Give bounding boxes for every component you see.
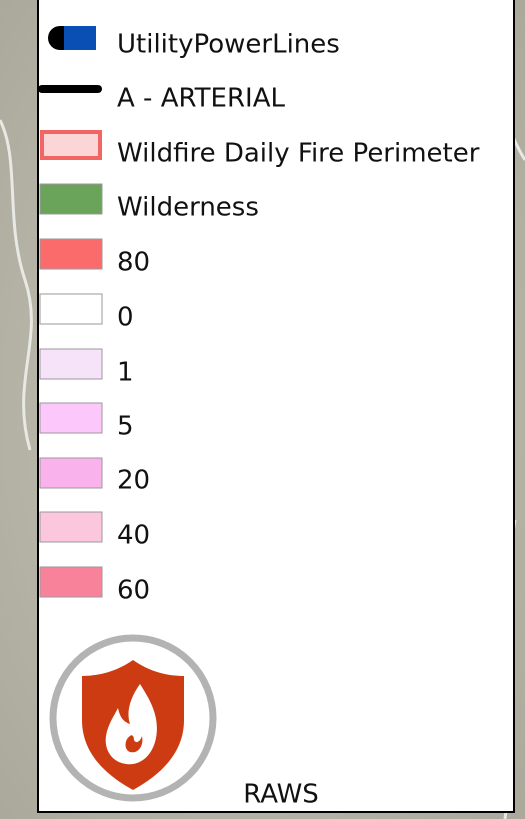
legend-label: A - ARTERIAL [117,84,285,114]
map-view: UtilityPowerLines A - ARTERIAL Wildfire … [0,0,525,819]
swatch-1 [40,349,102,379]
swatch-20 [40,458,102,488]
icon-label: RAWS [243,780,319,810]
swatch-power-line-tower [64,26,96,50]
swatch-0 [40,294,102,324]
legend-label: Wildfire Daily Fire Perimeter [117,139,480,169]
legend-label: 20 [117,466,150,496]
swatch-80 [40,239,102,269]
swatch-fire-perimeter [42,132,100,158]
legend-label: 0 [117,303,134,333]
legend-label: 5 [117,412,134,442]
swatch-wilderness [40,184,102,214]
swatch-60 [40,567,102,597]
swatch-5 [40,403,102,433]
legend-label: 80 [117,248,150,278]
legend-label: Wilderness [117,193,259,223]
legend-label: 1 [117,358,134,388]
swatch-40 [40,512,102,542]
raws-icon [53,638,213,798]
legend-label: UtilityPowerLines [117,30,340,60]
legend-label: 40 [117,521,150,551]
page: UtilityPowerLines A - ARTERIAL Wildfire … [0,0,525,819]
legend-label: 60 [117,576,150,606]
